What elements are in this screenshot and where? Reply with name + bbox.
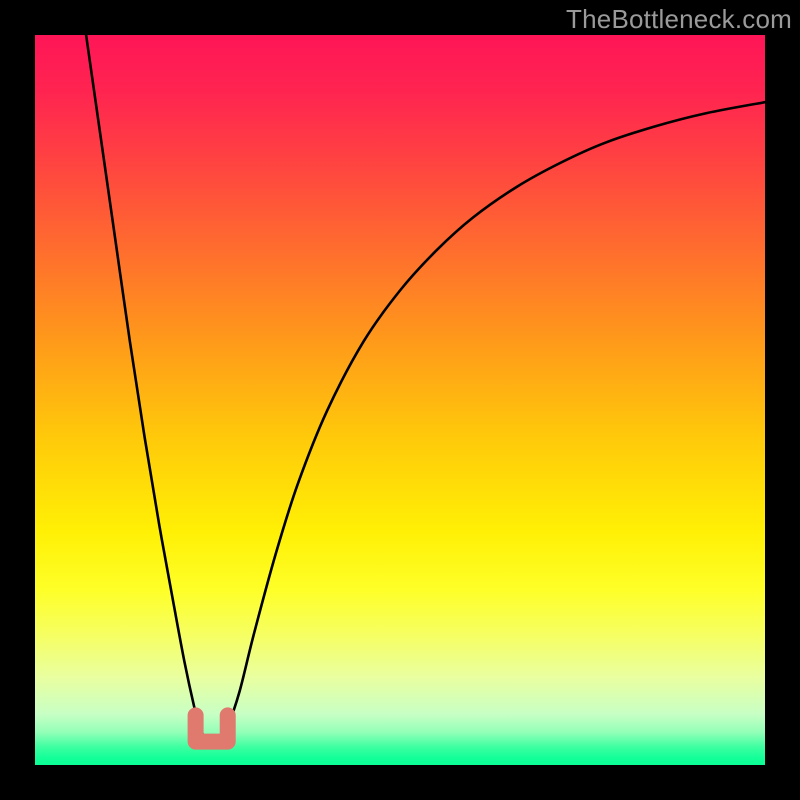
optimum-marker xyxy=(35,35,765,765)
chart-frame: TheBottleneck.com xyxy=(0,0,800,800)
watermark-text: TheBottleneck.com xyxy=(566,4,792,35)
plot-area xyxy=(35,35,765,765)
